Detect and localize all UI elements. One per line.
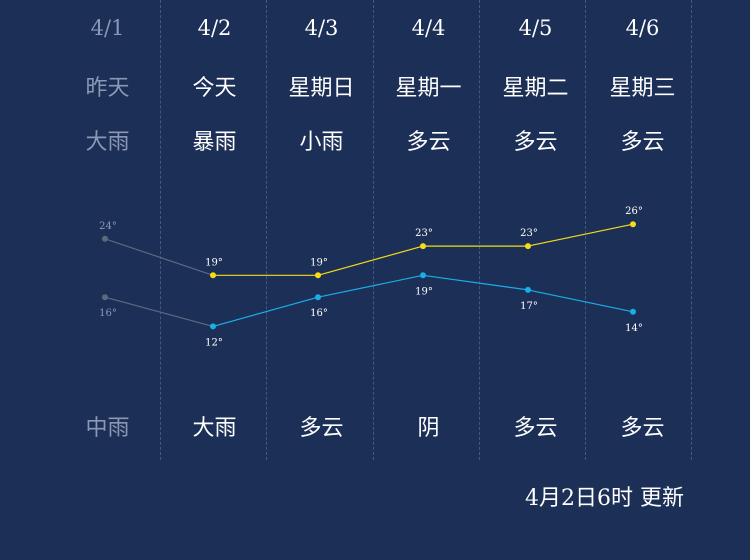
day-column-2: 4/2 今天 暴雨 大雨 [161,0,268,460]
nighttime-weather: 中雨 [85,416,130,441]
day-column-1: 4/1 昨天 大雨 中雨 [54,0,161,460]
low-temp-point [525,286,531,293]
column-divider [373,0,374,460]
low-temp-point [315,294,321,301]
daytime-weather: 多云 [620,130,665,155]
daytime-weather: 小雨 [299,130,344,155]
low-temp-line-segment [104,296,214,327]
high-temp-label: 19° [310,257,328,268]
daytime-weather: 多云 [513,130,558,155]
day-name: 星期二 [502,76,569,101]
low-temp-label: 16° [310,308,328,319]
high-temp-point [420,243,426,250]
nighttime-weather: 多云 [299,416,344,441]
date-label: 4/6 [625,16,660,40]
high-temp-line-segment [317,245,424,276]
column-divider [479,0,480,460]
day-name: 昨天 [85,76,130,101]
day-column-3: 4/3 星期日 小雨 多云 [268,0,375,460]
high-temp-point [315,272,321,279]
low-temp-label: 12° [205,337,223,348]
day-column-5: 4/5 星期二 多云 多云 [482,0,589,460]
nighttime-weather: 多云 [620,416,665,441]
day-column-6: 4/6 星期三 多云 多云 [589,0,696,460]
daytime-weather: 多云 [406,130,451,155]
date-label: 4/2 [197,16,232,40]
low-temp-point [420,272,426,279]
high-temp-point [210,272,216,279]
day-name: 星期三 [609,76,676,101]
low-temp-label: 19° [415,286,433,297]
day-name: 星期一 [395,76,462,101]
daytime-weather: 大雨 [85,130,130,155]
date-label: 4/3 [304,16,339,40]
high-temp-label: 26° [625,206,643,217]
day-name: 星期日 [288,76,355,101]
low-temp-line-segment [317,274,424,298]
day-name: 今天 [192,76,237,101]
date-label: 4/5 [518,16,553,40]
column-divider [691,0,692,460]
high-temp-point [525,243,531,250]
date-label: 4/4 [411,16,446,40]
column-divider [585,0,586,460]
high-temp-label: 23° [415,228,433,239]
nighttime-weather: 大雨 [192,416,237,441]
update-timestamp: 4月2日6时 更新 [525,486,684,511]
high-temp-label: 24° [99,221,117,232]
low-temp-line-segment [527,289,634,313]
low-temp-point [630,308,636,315]
high-temp-label: 19° [205,257,223,268]
column-divider [266,0,267,460]
low-temp-point [210,323,216,330]
low-temp-line-segment [212,296,319,327]
nighttime-weather: 阴 [417,416,440,441]
high-temp-line-segment [104,238,214,276]
low-temp-line-segment [422,274,529,291]
high-temp-label: 23° [520,228,538,239]
low-temp-label: 17° [520,301,538,312]
column-divider [160,0,161,460]
daytime-weather: 暴雨 [192,130,237,155]
high-temp-point [102,235,108,242]
high-temp-point [630,221,636,228]
nighttime-weather: 多云 [513,416,558,441]
date-label: 4/1 [90,16,125,40]
low-temp-label: 14° [625,323,643,334]
day-column-4: 4/4 星期一 多云 阴 [375,0,482,460]
low-temp-label: 16° [99,308,117,319]
high-temp-line-segment [527,223,634,247]
low-temp-point [102,294,108,301]
